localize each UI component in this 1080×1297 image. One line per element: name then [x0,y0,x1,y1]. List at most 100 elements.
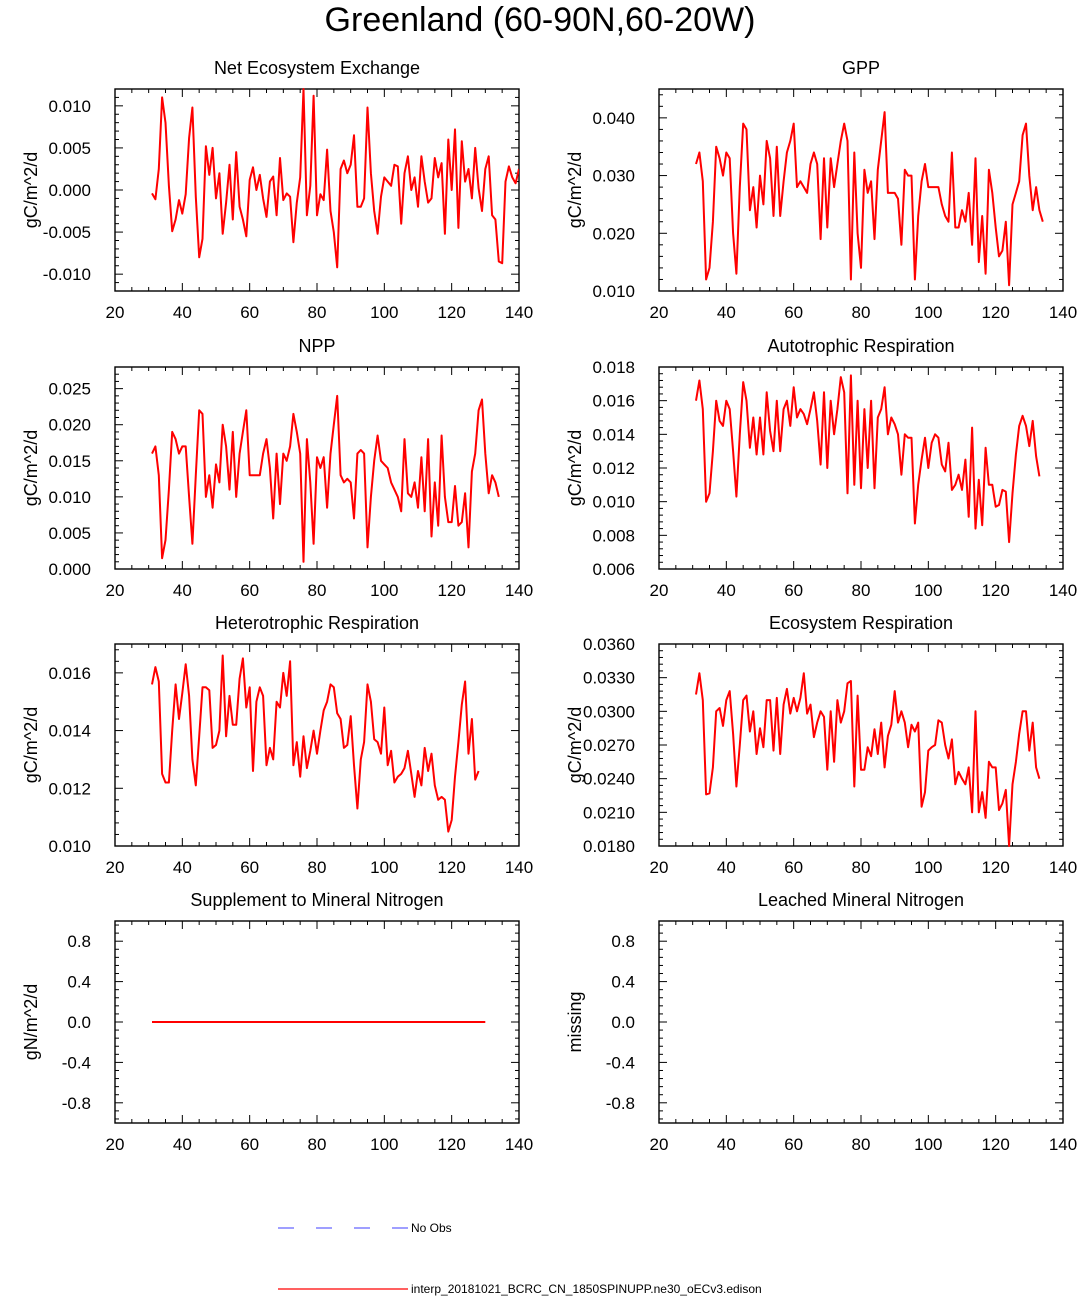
y-tick-label: 0.005 [48,524,91,543]
chart-panel-2: GPP gC/m^2/d 20 40 60 80 100 120 140 0.010 0.020 0.… [565,58,1077,322]
legend-no-obs-label: No Obs [411,1221,452,1235]
y-tick-label: 0.014 [592,425,635,444]
y-tick-label: 0.010 [48,837,91,856]
series-line [695,111,1044,287]
x-tick-label: 120 [437,858,465,877]
x-tick-label: 100 [914,858,942,877]
y-tick-label: 0.008 [592,526,635,545]
y-tick-label: 0.006 [592,560,635,579]
x-tick-label: 100 [914,581,942,600]
y-tick-label: -0.8 [606,1094,635,1113]
x-tick-label: 20 [650,581,669,600]
y-axis-label: gC/m^2/d [21,152,41,228]
y-tick-label: 0.025 [48,380,91,399]
y-tick-label: 0.0 [611,1013,635,1032]
plot-frame [658,643,1064,847]
x-tick-label: 140 [505,303,533,322]
y-tick-label: 0.0210 [583,803,635,822]
x-tick-label: 120 [437,581,465,600]
x-tick-label: 20 [650,303,669,322]
x-tick-label: 120 [981,303,1009,322]
x-tick-label: 100 [914,1135,942,1154]
y-axis-label: missing [565,991,585,1052]
x-tick-label: 140 [1049,858,1077,877]
x-tick-label: 120 [981,1135,1009,1154]
y-axis-label: gC/m^2/d [565,707,585,783]
y-tick-label: 0.8 [67,932,91,951]
chart-panel-7: Supplement to Mineral Nitrogen gN/m^2/d 20… [21,890,533,1154]
series-line [695,374,1041,544]
y-tick-label: 0.010 [592,282,635,301]
legend-model-label: interp_20181021_BCRC_CN_1850SPINUPP.ne30… [411,1282,762,1296]
chart-title: NPP [298,336,335,356]
x-tick-label: 20 [650,1135,669,1154]
y-axis-label: gC/m^2/d [565,152,585,228]
y-tick-label: 0.000 [48,181,91,200]
x-tick-label: 20 [106,858,125,877]
x-tick-label: 120 [437,303,465,322]
x-tick-label: 80 [852,303,871,322]
x-tick-label: 40 [717,1135,736,1154]
x-tick-label: 100 [370,581,398,600]
x-tick-label: 20 [106,303,125,322]
y-tick-label: 0.010 [48,488,91,507]
y-axis-label: gC/m^2/d [565,430,585,506]
y-tick-label: 0.0300 [583,702,635,721]
x-tick-label: 60 [784,303,803,322]
y-tick-label: 0.0180 [583,837,635,856]
x-tick-label: 140 [1049,303,1077,322]
x-tick-label: 60 [240,1135,259,1154]
legend: No Obs interp_20181021_BCRC_CN_1850SPINU… [278,1221,762,1296]
x-tick-label: 120 [981,581,1009,600]
y-tick-label: -0.010 [43,265,91,284]
y-tick-label: 0.0330 [583,669,635,688]
y-tick-label: 0.000 [48,560,91,579]
x-tick-label: 140 [505,1135,533,1154]
chart-panel-8: Leached Mineral Nitrogen missing 20 40 60 80 1… [565,890,1077,1154]
x-tick-label: 100 [370,858,398,877]
x-tick-label: 120 [437,1135,465,1154]
y-tick-label: 0.020 [592,224,635,243]
y-axis-label: gN/m^2/d [21,984,41,1060]
y-tick-label: 0.012 [48,779,91,798]
y-tick-label: 0.012 [592,459,635,478]
y-tick-label: 0.0 [67,1013,91,1032]
x-tick-label: 80 [308,858,327,877]
chart-panel-4: Autotrophic Respiration gC/m^2/d 20 40 60 80 1… [565,336,1077,600]
series-line [151,394,500,563]
x-tick-label: 80 [308,1135,327,1154]
y-tick-label: -0.005 [43,223,91,242]
chart-title: GPP [842,58,880,78]
y-axis-label: gC/m^2/d [21,707,41,783]
plot-frame [658,920,1064,1124]
x-tick-label: 40 [173,858,192,877]
y-axis-label: gC/m^2/d [21,430,41,506]
x-tick-label: 20 [650,858,669,877]
y-tick-label: 0.014 [48,722,91,741]
chart-title: Net Ecosystem Exchange [214,58,420,78]
x-tick-label: 40 [717,858,736,877]
series-line [151,654,480,833]
chart-title: Supplement to Mineral Nitrogen [190,890,443,910]
y-tick-label: 0.0240 [583,770,635,789]
y-tick-label: 0.0360 [583,635,635,654]
y-tick-label: 0.040 [592,109,635,128]
y-tick-label: 0.030 [592,167,635,186]
y-tick-label: 0.010 [592,493,635,512]
y-tick-label: 0.4 [67,973,91,992]
x-tick-label: 20 [106,1135,125,1154]
y-tick-label: -0.4 [606,1053,635,1072]
x-tick-label: 60 [240,581,259,600]
x-tick-label: 140 [505,581,533,600]
x-tick-label: 60 [784,581,803,600]
x-tick-label: 60 [784,1135,803,1154]
chart-panel-3: NPP gC/m^2/d 20 40 60 80 100 120 140 0.000 0.005 0.… [21,336,533,600]
y-tick-label: 0.010 [48,97,91,116]
x-tick-label: 40 [173,1135,192,1154]
x-tick-label: 80 [852,1135,871,1154]
y-tick-label: -0.4 [62,1053,91,1072]
x-tick-label: 80 [852,581,871,600]
x-tick-label: 20 [106,581,125,600]
y-tick-label: 0.8 [611,932,635,951]
